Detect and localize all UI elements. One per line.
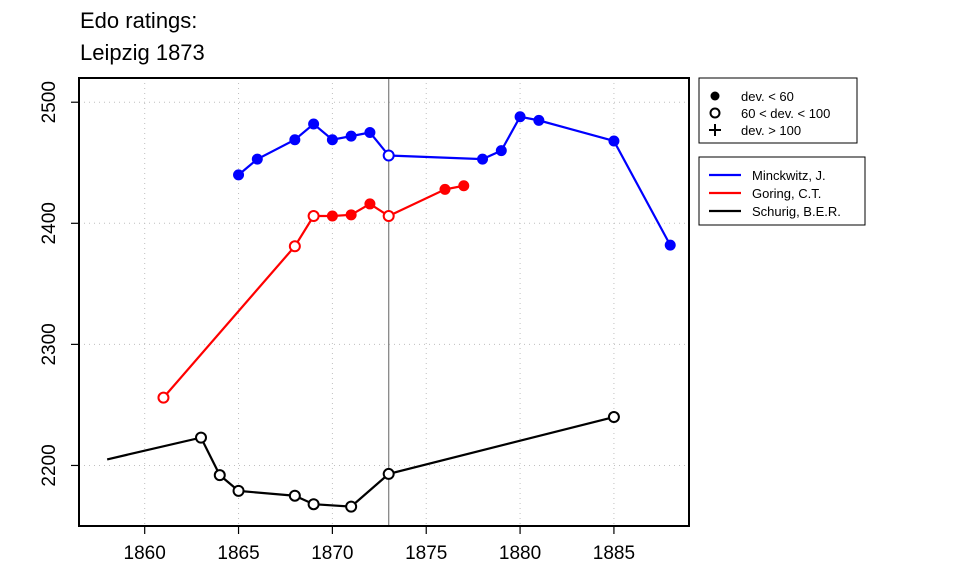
x-tick-label: 1885 <box>593 543 635 564</box>
data-point <box>439 183 451 195</box>
legend-open-circle-icon <box>709 107 721 119</box>
data-point <box>364 126 376 138</box>
chart-title-line-2: Leipzig 1873 <box>80 40 205 65</box>
data-point <box>251 153 263 165</box>
data-point <box>364 198 376 210</box>
data-point <box>664 239 676 251</box>
data-point <box>382 210 395 223</box>
data-point <box>458 180 470 192</box>
data-point <box>157 391 170 404</box>
data-point <box>233 169 245 181</box>
data-point <box>607 411 620 424</box>
series-line <box>106 415 615 508</box>
legend-markers-box <box>698 77 858 144</box>
x-tick-label: 1875 <box>405 543 447 564</box>
data-point <box>495 145 507 157</box>
y-tick-label: 2300 <box>39 323 60 365</box>
legend-marker-label: dev. < 60 <box>741 89 794 104</box>
data-point <box>288 489 301 502</box>
data-point <box>345 209 357 221</box>
data-point <box>308 118 320 130</box>
data-point <box>326 210 338 222</box>
data-point <box>213 469 226 482</box>
legend-filled-circle-icon <box>710 91 720 101</box>
data-point <box>382 149 395 162</box>
y-tick-label: 2400 <box>39 202 60 244</box>
legend-series-label: Minckwitz, J. <box>752 168 826 183</box>
data-point <box>307 210 320 223</box>
y-tick-label: 2500 <box>39 81 60 123</box>
data-point <box>232 484 245 497</box>
data-point <box>608 135 620 147</box>
legend-series-box <box>698 156 866 226</box>
data-point <box>514 111 526 123</box>
data-point <box>307 498 320 511</box>
data-point <box>382 467 395 480</box>
chart-title-line-1: Edo ratings: <box>80 8 198 33</box>
data-point <box>326 134 338 146</box>
x-tick-label: 1865 <box>217 543 259 564</box>
data-point <box>345 500 358 513</box>
legend-marker-label: dev. > 100 <box>741 123 801 138</box>
legend-marker-label: 60 < dev. < 100 <box>741 106 830 121</box>
data-point <box>533 114 545 126</box>
y-tick-label: 2200 <box>39 444 60 486</box>
x-tick-label: 1860 <box>124 543 166 564</box>
plot-frame <box>78 77 690 527</box>
data-point <box>195 431 207 444</box>
data-point <box>345 130 357 142</box>
x-tick-label: 1880 <box>499 543 541 564</box>
x-tick-label: 1870 <box>311 543 353 564</box>
data-point <box>289 134 301 146</box>
legend-series-label: Goring, C.T. <box>752 186 821 201</box>
data-point <box>288 240 301 253</box>
data-point <box>477 153 489 165</box>
series-line <box>237 115 672 246</box>
legend-series-label: Schurig, B.E.R. <box>752 204 841 219</box>
